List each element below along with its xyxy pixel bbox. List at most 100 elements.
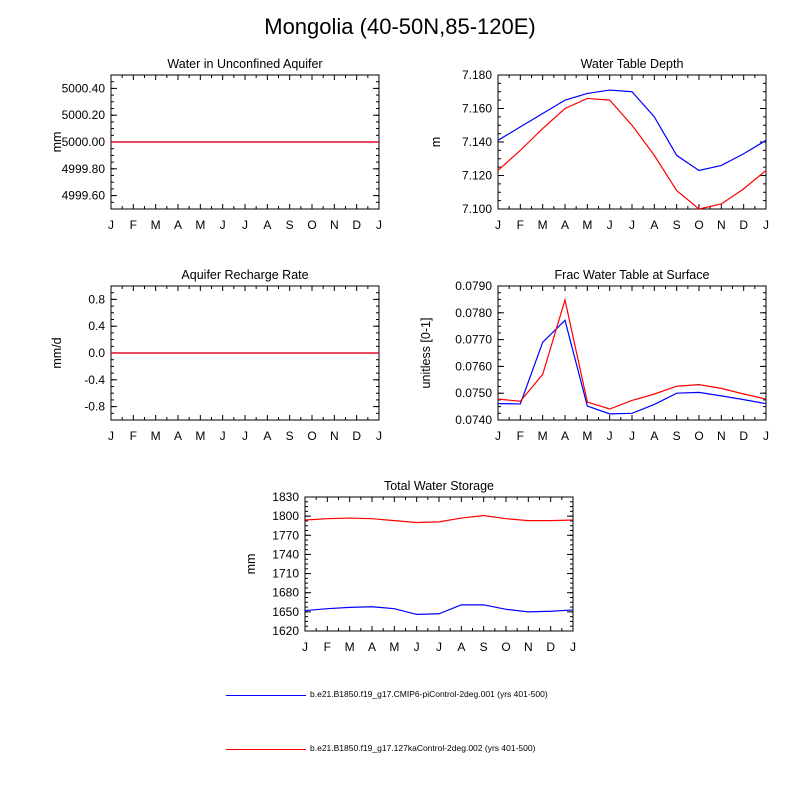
x-tick-label: D <box>352 218 361 232</box>
chart-title: Water Table Depth <box>581 57 684 71</box>
y-tick-label: 0.0 <box>88 346 105 360</box>
y-tick-label: 4999.80 <box>62 162 106 176</box>
chart-title: Water in Unconfined Aquifer <box>167 57 322 71</box>
x-tick-label: A <box>368 640 376 654</box>
y-axis-label: mm <box>244 554 258 575</box>
x-tick-label: O <box>694 218 703 232</box>
y-tick-label: 5000.40 <box>62 81 106 95</box>
x-tick-label: F <box>130 429 137 443</box>
series-line-1 <box>497 319 767 415</box>
x-tick-label: A <box>263 218 271 232</box>
x-tick-label: J <box>763 218 769 232</box>
legend-label-1: b.e21.B1850.f19_g17.CMIP6-piControl-2deg… <box>310 689 548 699</box>
y-tick-label: 7.120 <box>462 169 492 183</box>
y-tick-label: 1800 <box>272 509 299 523</box>
chart-title: Frac Water Table at Surface <box>555 268 710 282</box>
x-tick-label: A <box>561 429 569 443</box>
x-tick-label: A <box>174 218 182 232</box>
x-tick-label: D <box>739 429 748 443</box>
series-line-2 <box>497 97 767 210</box>
y-tick-label: 0.0770 <box>455 333 492 347</box>
x-tick-label: S <box>286 218 294 232</box>
x-tick-label: N <box>717 429 726 443</box>
y-tick-label: 0.0760 <box>455 359 492 373</box>
x-tick-label: J <box>220 218 226 232</box>
x-tick-label: J <box>108 218 114 232</box>
y-axis-label: mm <box>50 132 64 153</box>
x-tick-label: J <box>242 429 248 443</box>
x-tick-label: F <box>517 218 524 232</box>
x-tick-label: J <box>220 429 226 443</box>
x-tick-label: M <box>538 218 548 232</box>
legend-swatch-1 <box>226 695 306 696</box>
series-line-1 <box>497 89 767 172</box>
x-tick-label: J <box>629 429 635 443</box>
y-axis-label: mm/d <box>50 337 64 368</box>
y-tick-label: 7.180 <box>462 68 492 82</box>
x-tick-label: M <box>582 218 592 232</box>
plot-frame <box>304 496 574 632</box>
y-tick-label: 0.0750 <box>455 386 492 400</box>
x-tick-label: M <box>151 218 161 232</box>
x-tick-label: S <box>480 640 488 654</box>
y-tick-label: 7.140 <box>462 135 492 149</box>
x-tick-label: D <box>352 429 361 443</box>
y-tick-label: 0.0790 <box>455 279 492 293</box>
y-tick-label: 0.8 <box>88 292 105 306</box>
chart-title: Aquifer Recharge Rate <box>181 268 308 282</box>
x-tick-label: D <box>739 218 748 232</box>
y-tick-label: 5000.00 <box>62 135 106 149</box>
y-tick-label: 1650 <box>272 605 299 619</box>
series-line-2 <box>304 514 574 524</box>
x-tick-label: A <box>457 640 465 654</box>
series-line-1 <box>304 604 574 616</box>
y-tick-label: 5000.20 <box>62 108 106 122</box>
x-tick-label: M <box>151 429 161 443</box>
x-tick-label: F <box>517 429 524 443</box>
x-tick-label: O <box>694 429 703 443</box>
x-tick-label: J <box>414 640 420 654</box>
y-tick-label: 7.100 <box>462 202 492 216</box>
y-tick-label: 1710 <box>272 567 299 581</box>
legend-swatch-2 <box>226 749 306 750</box>
y-axis-label: m <box>429 137 443 147</box>
x-tick-label: J <box>376 218 382 232</box>
y-tick-label: 0.4 <box>88 319 105 333</box>
x-tick-label: J <box>607 218 613 232</box>
x-tick-label: S <box>673 218 681 232</box>
y-tick-label: 1740 <box>272 547 299 561</box>
x-tick-label: J <box>495 429 501 443</box>
x-tick-label: J <box>302 640 308 654</box>
y-tick-label: 0.0780 <box>455 306 492 320</box>
x-tick-label: J <box>570 640 576 654</box>
x-tick-label: M <box>195 218 205 232</box>
x-tick-label: A <box>263 429 271 443</box>
x-tick-label: M <box>538 429 548 443</box>
x-tick-label: J <box>629 218 635 232</box>
x-tick-label: M <box>195 429 205 443</box>
x-tick-label: A <box>561 218 569 232</box>
x-tick-label: N <box>524 640 533 654</box>
x-tick-label: J <box>108 429 114 443</box>
x-tick-label: J <box>495 218 501 232</box>
x-tick-label: S <box>286 429 294 443</box>
y-tick-label: -0.8 <box>84 400 105 414</box>
x-tick-label: A <box>174 429 182 443</box>
y-tick-label: 1770 <box>272 528 299 542</box>
y-tick-label: 0.0740 <box>455 413 492 427</box>
x-tick-label: O <box>307 429 316 443</box>
x-tick-label: M <box>582 429 592 443</box>
x-tick-label: F <box>324 640 331 654</box>
x-tick-label: D <box>546 640 555 654</box>
y-tick-label: 1680 <box>272 586 299 600</box>
y-tick-label: 7.160 <box>462 102 492 116</box>
x-tick-label: N <box>330 429 339 443</box>
x-tick-label: O <box>307 218 316 232</box>
x-tick-label: O <box>501 640 510 654</box>
y-tick-label: -0.4 <box>84 373 105 387</box>
